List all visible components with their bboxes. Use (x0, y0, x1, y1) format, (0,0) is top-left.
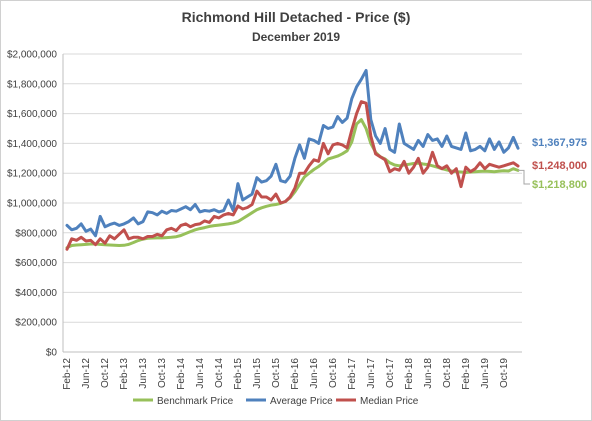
gridlines (63, 53, 522, 353)
x-tick-label: Oct-14 (214, 358, 225, 388)
x-tick-label: Oct-18 (442, 358, 453, 388)
x-tick-label: Oct-15 (271, 358, 282, 388)
x-tick-label: Feb-16 (290, 358, 301, 390)
x-tick-label: Jun-15 (252, 358, 263, 389)
y-tick-label: $1,400,000 (7, 139, 57, 150)
chart-title: Richmond Hill Detached - Price ($) (182, 9, 411, 25)
x-tick-label: Jun-16 (309, 358, 320, 389)
legend-item: Median Price (336, 396, 419, 407)
y-tick-label: $1,200,000 (7, 169, 57, 180)
y-tick-label: $200,000 (15, 318, 57, 329)
x-axis: Feb-12 Jun-12 Oct-12 Feb-13 Jun-13 Oct-13 Feb-… (62, 351, 522, 390)
end-label-median-price: $1,248,000 (532, 160, 587, 172)
y-tick-label: $2,000,000 (7, 50, 57, 61)
x-tick-label: Oct-17 (385, 358, 396, 388)
legend-label: Benchmark Price (157, 396, 234, 407)
x-tick-label: Oct-16 (328, 358, 339, 388)
x-tick-label: Jun-13 (138, 358, 149, 389)
x-tick-label: Jun-17 (366, 358, 377, 389)
series-line-average-price (65, 68, 520, 238)
y-tick-label: $1,000,000 (7, 199, 57, 210)
end-label-leader (518, 169, 530, 185)
x-tick-label: Oct-12 (100, 358, 111, 388)
y-tick-label: $1,600,000 (7, 109, 57, 120)
x-tick-label: Feb-13 (119, 358, 130, 390)
x-tick-label: Feb-17 (347, 358, 358, 390)
chart-subtitle: December 2019 (252, 30, 340, 44)
legend-item: Average Price (246, 396, 333, 407)
x-tick-label: Feb-18 (404, 358, 415, 390)
y-tick-label: $800,000 (15, 228, 57, 239)
x-tick-label: Oct-13 (157, 358, 168, 388)
x-tick-label: Feb-19 (461, 358, 472, 390)
x-tick-label: Jun-19 (480, 358, 491, 389)
legend: Benchmark Price Average Price Median Price (133, 396, 419, 407)
end-label-benchmark-price: $1,218,800 (532, 179, 587, 191)
y-tick-label: $600,000 (15, 258, 57, 269)
x-tick-label: Jun-14 (195, 358, 206, 389)
x-tick-label: Feb-14 (176, 358, 187, 390)
x-tick-label: Oct-19 (499, 358, 510, 388)
legend-label: Median Price (360, 396, 419, 407)
y-tick-label: $1,800,000 (7, 79, 57, 90)
x-tick-label: Feb-12 (62, 358, 73, 390)
x-tick-label: Feb-15 (233, 358, 244, 390)
x-tick-label: Jun-12 (81, 358, 92, 389)
y-tick-label: $400,000 (15, 288, 57, 299)
end-label-average-price: $1,367,975 (532, 137, 587, 149)
series-lines (65, 68, 520, 251)
series-line-median-price (65, 100, 520, 251)
y-tick-label: $0 (46, 348, 58, 359)
legend-item: Benchmark Price (133, 396, 234, 407)
x-tick-label: Jun-18 (423, 358, 434, 389)
series-line-benchmark-price (65, 118, 520, 250)
y-axis: $0 $200,000 $400,000 $600,000 $800,000 $1,000… (7, 50, 64, 359)
legend-label: Average Price (270, 396, 333, 407)
end-labels: $1,367,975 $1,248,000 $1,218,800 (518, 137, 587, 191)
